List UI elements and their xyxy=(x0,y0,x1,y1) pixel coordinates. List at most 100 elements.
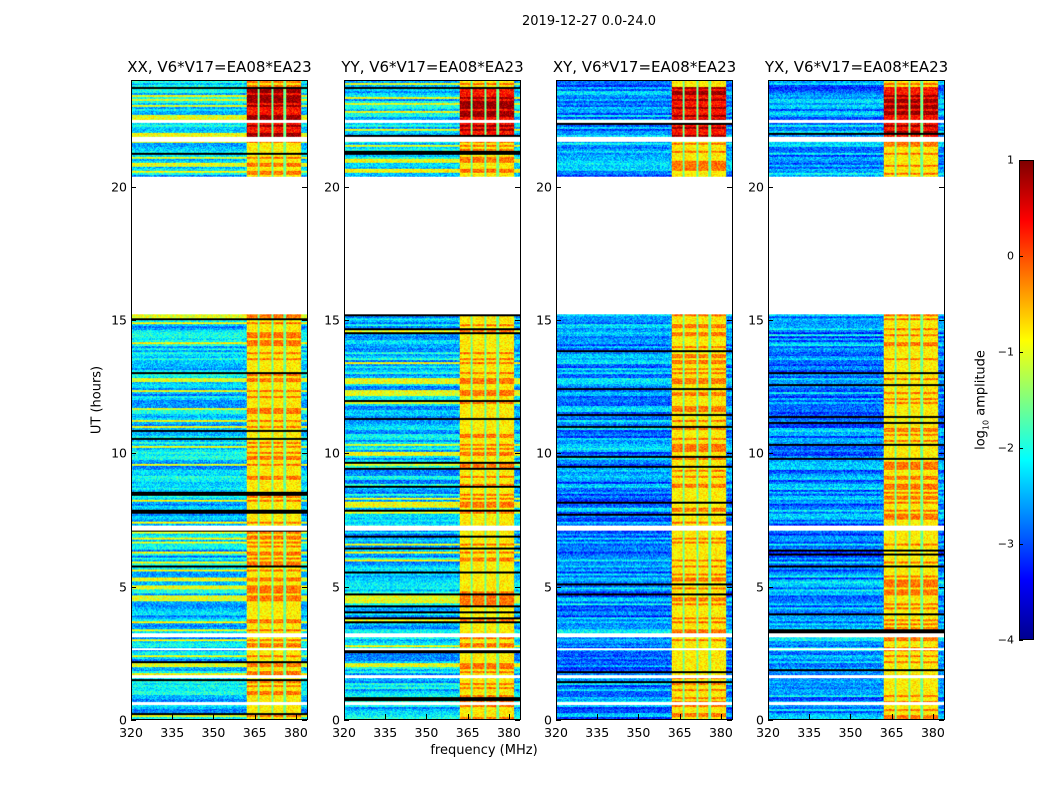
colorbar-tick-label: −2 xyxy=(997,441,1014,455)
y-tick-mark xyxy=(302,586,307,588)
y-tick-mark xyxy=(344,720,349,721)
x-tick-label: 350 xyxy=(414,725,439,740)
y-tick-mark xyxy=(302,453,307,455)
x-tick-mark xyxy=(172,714,174,719)
y-tick-mark xyxy=(768,320,773,321)
x-tick-mark xyxy=(344,714,345,719)
colorbar-tick-mark xyxy=(1019,640,1023,641)
x-tick-label: 350 xyxy=(626,725,651,740)
x-tick-label: 350 xyxy=(838,725,863,740)
spectrogram-panel xyxy=(344,80,521,720)
x-tick-mark xyxy=(295,714,297,719)
spectrogram-panel xyxy=(556,80,733,720)
spectrogram-image xyxy=(769,81,944,719)
y-tick-label: 15 xyxy=(748,312,764,328)
y-tick-mark xyxy=(131,586,136,588)
y-tick-label: 0 xyxy=(119,712,127,728)
y-tick-label: 0 xyxy=(756,712,764,728)
y-tick-mark xyxy=(727,453,732,455)
colorbar-label: log10 amplitude xyxy=(973,350,991,450)
y-tick-mark xyxy=(556,320,561,321)
y-tick-label: 10 xyxy=(324,445,340,461)
y-tick-label: 15 xyxy=(111,312,127,328)
x-tick-label: 320 xyxy=(119,725,143,740)
y-tick-label: 20 xyxy=(536,179,552,195)
x-tick-label: 380 xyxy=(283,725,308,740)
y-tick-mark xyxy=(939,720,944,721)
y-tick-label: 20 xyxy=(748,179,764,195)
y-tick-mark xyxy=(768,186,773,188)
x-tick-label: 380 xyxy=(920,725,945,740)
y-tick-mark xyxy=(939,453,944,455)
x-tick-mark xyxy=(932,714,934,719)
y-tick-mark xyxy=(131,720,136,721)
y-tick-mark xyxy=(302,186,307,188)
x-tick-label: 365 xyxy=(879,725,904,740)
x-tick-label: 320 xyxy=(544,725,568,740)
panel-title: XY, V6*V17=EA08*EA23 xyxy=(552,58,737,76)
y-tick-label: 10 xyxy=(111,445,127,461)
x-tick-label: 320 xyxy=(756,725,780,740)
y-tick-mark xyxy=(768,453,773,455)
y-tick-mark xyxy=(344,320,349,321)
spectrogram-panel xyxy=(131,80,308,720)
y-tick-mark xyxy=(768,720,773,721)
x-tick-label: 320 xyxy=(332,725,356,740)
x-tick-label: 380 xyxy=(496,725,521,740)
y-tick-label: 20 xyxy=(324,179,340,195)
y-tick-label: 20 xyxy=(111,179,127,195)
x-tick-mark xyxy=(556,714,557,719)
colorbar-tick-label: −3 xyxy=(997,537,1014,551)
x-tick-mark xyxy=(891,714,893,719)
panel-title: YX, V6*V17=EA08*EA23 xyxy=(764,58,949,76)
x-tick-label: 365 xyxy=(455,725,480,740)
spectrogram-image xyxy=(132,81,307,719)
figure-title: 2019-12-27 0.0-24.0 xyxy=(522,14,656,29)
spectrogram-image xyxy=(345,81,520,719)
x-tick-mark xyxy=(768,714,769,719)
y-tick-mark xyxy=(344,186,349,188)
x-axis-label: frequency (MHz) xyxy=(430,743,538,758)
x-tick-mark xyxy=(508,714,510,719)
panel-title: XX, V6*V17=EA08*EA23 xyxy=(127,58,312,76)
x-tick-mark xyxy=(850,714,852,719)
y-tick-label: 5 xyxy=(332,579,340,595)
y-tick-mark xyxy=(515,586,520,588)
x-tick-mark xyxy=(213,714,215,719)
y-tick-mark xyxy=(556,186,561,188)
y-tick-mark xyxy=(556,586,561,588)
x-tick-label: 350 xyxy=(201,725,226,740)
panel-title: YY, V6*V17=EA08*EA23 xyxy=(341,58,524,76)
y-tick-label: 5 xyxy=(119,579,127,595)
x-tick-mark xyxy=(809,714,811,719)
y-tick-mark xyxy=(302,320,307,321)
y-tick-label: 15 xyxy=(536,312,552,328)
x-tick-mark xyxy=(720,714,722,719)
x-tick-mark xyxy=(597,714,599,719)
y-tick-mark xyxy=(515,720,520,721)
colorbar-tick-mark xyxy=(1019,160,1023,161)
x-tick-mark xyxy=(426,714,428,719)
colorbar-tick-label: −4 xyxy=(997,633,1014,647)
y-tick-mark xyxy=(768,586,773,588)
y-axis-label: UT (hours) xyxy=(89,365,105,435)
colorbar-tick-mark xyxy=(1019,256,1023,257)
y-tick-mark xyxy=(556,720,561,721)
x-tick-label: 335 xyxy=(160,725,185,740)
x-tick-mark xyxy=(254,714,256,719)
colorbar-tick-label: 0 xyxy=(1007,249,1014,263)
x-tick-mark xyxy=(467,714,469,719)
spectrogram-image xyxy=(557,81,732,719)
colorbar-tick-mark xyxy=(1019,352,1023,353)
y-tick-mark xyxy=(939,586,944,588)
x-tick-mark xyxy=(679,714,681,719)
y-tick-mark xyxy=(131,186,136,188)
y-tick-mark xyxy=(515,320,520,321)
y-tick-mark xyxy=(556,453,561,455)
y-tick-mark xyxy=(727,186,732,188)
x-tick-mark xyxy=(385,714,387,719)
y-tick-label: 0 xyxy=(332,712,340,728)
y-tick-label: 10 xyxy=(748,445,764,461)
y-tick-mark xyxy=(344,586,349,588)
